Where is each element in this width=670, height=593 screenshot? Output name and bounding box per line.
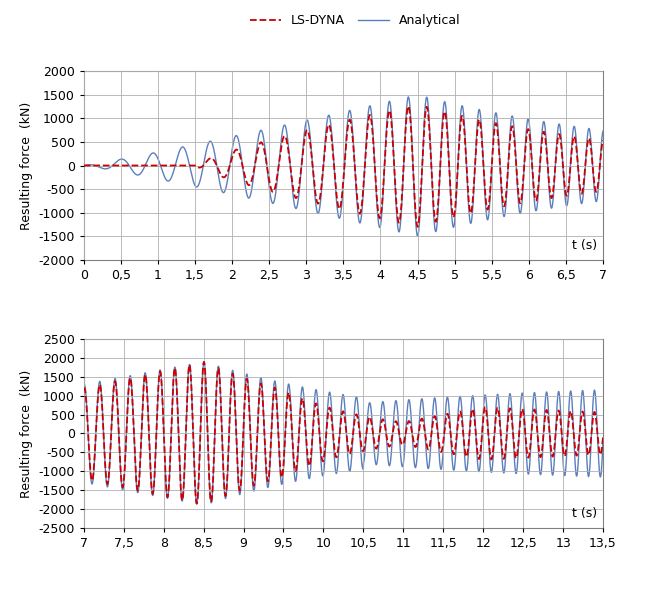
Analytical <box>80 162 88 169</box>
Line: Analytical: Analytical <box>84 362 603 504</box>
Text: t (s): t (s) <box>572 240 597 252</box>
Line: LS-DYNA: LS-DYNA <box>84 362 603 503</box>
Analytical <box>133 482 141 489</box>
Analytical <box>200 358 208 365</box>
LS-DYNA <box>81 387 89 394</box>
LS-DYNA <box>599 137 607 144</box>
Y-axis label: Resulting force  (kN): Resulting force (kN) <box>20 101 33 229</box>
LS-DYNA <box>356 439 364 446</box>
Analytical <box>404 93 412 100</box>
Line: Analytical: Analytical <box>84 97 603 236</box>
Analytical <box>81 383 89 390</box>
Analytical <box>193 500 201 508</box>
LS-DYNA <box>326 404 334 411</box>
Text: t (s): t (s) <box>572 507 597 520</box>
Analytical <box>194 182 202 189</box>
LS-DYNA <box>133 480 141 487</box>
Analytical <box>413 232 421 240</box>
LS-DYNA <box>271 182 279 189</box>
Analytical <box>166 176 174 183</box>
LS-DYNA <box>596 155 604 162</box>
Analytical <box>118 482 126 489</box>
Analytical <box>326 388 334 396</box>
LS-DYNA <box>166 162 174 169</box>
Analytical <box>80 382 88 389</box>
Analytical <box>200 158 208 165</box>
LS-DYNA <box>193 500 201 507</box>
LS-DYNA <box>200 358 208 365</box>
LS-DYNA <box>118 479 126 486</box>
LS-DYNA <box>404 103 412 110</box>
Analytical <box>314 210 322 217</box>
LS-DYNA <box>194 164 202 171</box>
Legend: LS-DYNA, Analytical: LS-DYNA, Analytical <box>245 9 466 32</box>
Line: LS-DYNA: LS-DYNA <box>84 106 603 227</box>
Analytical <box>599 438 607 445</box>
Analytical <box>356 447 364 454</box>
Y-axis label: Resulting force  (kN): Resulting force (kN) <box>20 369 33 498</box>
LS-DYNA <box>599 433 607 441</box>
LS-DYNA <box>80 385 88 393</box>
Analytical <box>596 153 604 160</box>
LS-DYNA <box>352 412 360 419</box>
LS-DYNA <box>314 200 322 207</box>
Analytical <box>599 127 607 135</box>
Analytical <box>271 190 279 197</box>
Analytical <box>352 395 360 402</box>
LS-DYNA <box>80 162 88 169</box>
LS-DYNA <box>413 223 421 230</box>
LS-DYNA <box>200 161 208 168</box>
